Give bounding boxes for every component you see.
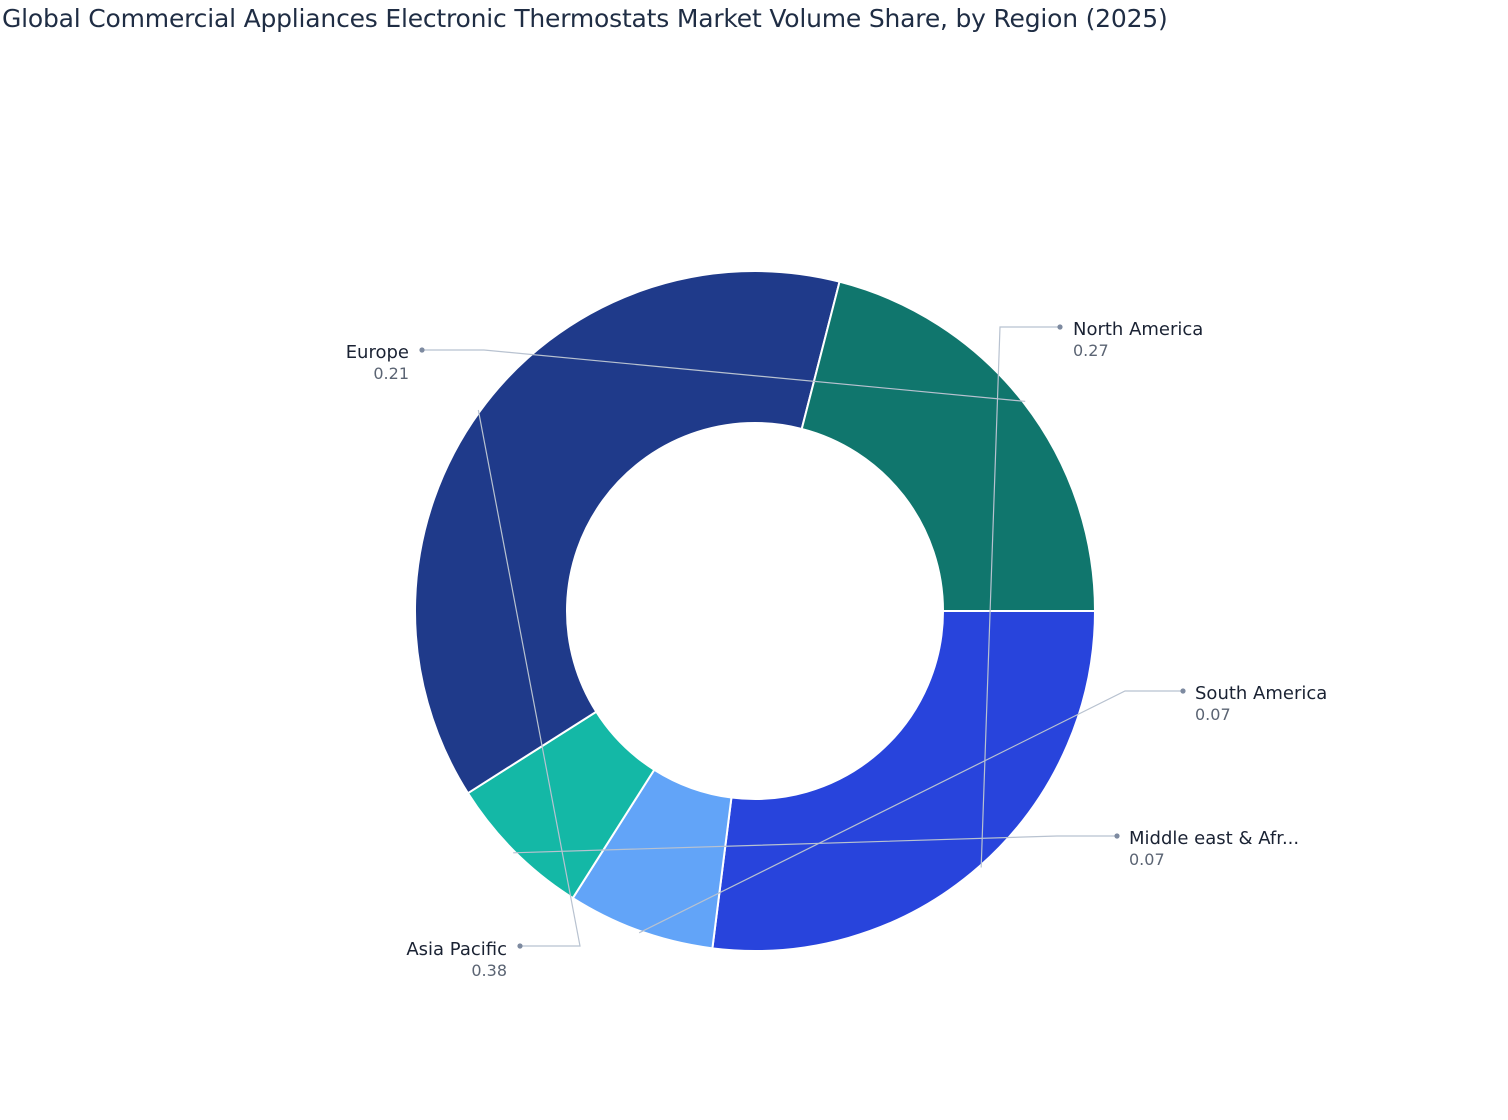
leader-line xyxy=(477,409,581,947)
slice-value-label: 0.38 xyxy=(471,961,507,980)
slice-asia-pacific[interactable] xyxy=(414,270,841,795)
chart-title: Global Commercial Appliances Electronic … xyxy=(2,4,1168,33)
leader-line xyxy=(422,349,1026,402)
leader-dot xyxy=(419,347,425,353)
slices-group xyxy=(414,270,1097,952)
slice-label: South America xyxy=(1195,683,1327,704)
slice-value-label: 0.27 xyxy=(1073,341,1109,360)
leader-line xyxy=(638,690,1183,934)
slice-value-label: 0.07 xyxy=(1195,705,1231,724)
slice-label: Asia Pacific xyxy=(406,939,507,960)
slice-label: North America xyxy=(1073,319,1203,340)
slice-north-america[interactable] xyxy=(711,610,1097,952)
leader-line xyxy=(980,326,1060,868)
slice-europe[interactable] xyxy=(800,280,1097,612)
leader-dot xyxy=(1180,688,1186,694)
slice-value-label: 0.21 xyxy=(373,364,409,383)
leader-dot xyxy=(1057,324,1063,330)
leader-dot xyxy=(1114,833,1120,839)
leader-dot xyxy=(517,943,523,949)
slice-value-label: 0.07 xyxy=(1129,850,1165,869)
slice-label: Middle east & Afr... xyxy=(1129,828,1299,849)
leader-lines-group xyxy=(419,324,1186,949)
leader-line xyxy=(513,835,1117,854)
slice-label: Europe xyxy=(346,342,409,363)
